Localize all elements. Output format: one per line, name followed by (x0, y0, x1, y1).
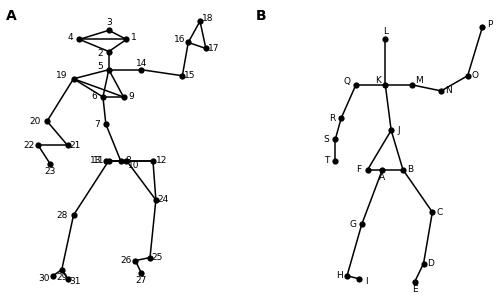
Text: J: J (397, 126, 400, 135)
Text: D: D (428, 259, 434, 268)
Text: H: H (336, 271, 343, 280)
Text: E: E (412, 285, 418, 294)
Text: 31: 31 (69, 277, 81, 286)
Text: 14: 14 (136, 59, 147, 68)
Text: P: P (487, 20, 492, 29)
Text: 26: 26 (121, 256, 132, 265)
Text: 12: 12 (156, 156, 168, 165)
Text: 3: 3 (106, 18, 112, 27)
Text: N: N (445, 86, 452, 95)
Text: 22: 22 (24, 141, 35, 150)
Text: 21: 21 (70, 141, 80, 150)
Text: 17: 17 (208, 44, 219, 53)
Text: 8: 8 (125, 156, 131, 165)
Text: S: S (324, 135, 330, 144)
Text: B: B (407, 165, 414, 174)
Text: B: B (256, 9, 266, 23)
Text: 5: 5 (97, 62, 103, 71)
Text: 23: 23 (44, 167, 56, 176)
Text: M: M (415, 76, 423, 85)
Text: 27: 27 (136, 276, 147, 285)
Text: L: L (383, 27, 388, 36)
Text: G: G (350, 220, 356, 229)
Text: T: T (324, 156, 329, 165)
Text: 6: 6 (91, 92, 97, 102)
Text: 7: 7 (94, 120, 100, 129)
Text: 1: 1 (131, 33, 136, 42)
Text: 13: 13 (90, 156, 102, 165)
Text: 4: 4 (68, 33, 73, 42)
Text: 30: 30 (38, 274, 50, 283)
Text: A: A (6, 9, 16, 23)
Text: O: O (472, 71, 478, 80)
Text: 25: 25 (152, 253, 163, 262)
Text: 28: 28 (56, 211, 68, 220)
Text: 19: 19 (56, 71, 68, 80)
Text: 10: 10 (128, 161, 140, 170)
Text: A: A (380, 173, 386, 182)
Text: 24: 24 (158, 195, 169, 205)
Text: 20: 20 (30, 117, 41, 126)
Text: C: C (436, 208, 443, 217)
Text: K: K (375, 76, 381, 85)
Text: F: F (356, 165, 362, 174)
Text: 15: 15 (184, 71, 196, 80)
Text: 2: 2 (97, 48, 103, 58)
Text: Q: Q (344, 77, 350, 86)
Text: 9: 9 (128, 92, 134, 102)
Text: 16: 16 (174, 35, 185, 44)
Text: R: R (329, 114, 336, 123)
Text: 29: 29 (56, 273, 68, 282)
Text: 11: 11 (93, 156, 104, 165)
Text: I: I (365, 277, 368, 286)
Text: 18: 18 (202, 14, 213, 23)
